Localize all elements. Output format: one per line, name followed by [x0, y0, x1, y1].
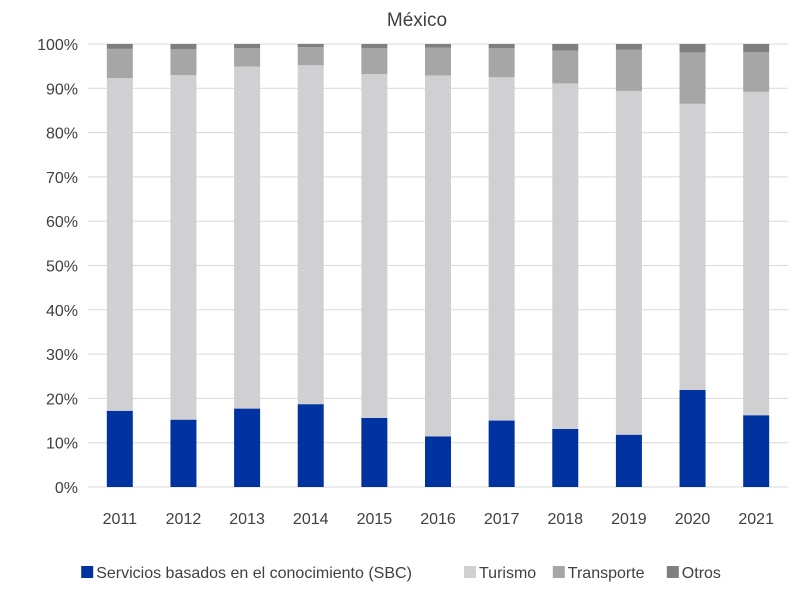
- x-tick-label: 2014: [293, 511, 329, 528]
- legend: Servicios basados en el conocimiento (SB…: [81, 565, 721, 582]
- bar-segment: [488, 44, 515, 48]
- bar-segment: [361, 74, 388, 418]
- bar-segment: [552, 428, 579, 487]
- x-tick-label: 2011: [103, 511, 138, 528]
- bar-segment: [615, 49, 642, 91]
- x-tick-label: 2019: [611, 511, 647, 528]
- bar-segment: [234, 44, 261, 48]
- y-tick-label: 0%: [55, 480, 78, 497]
- bar-segment: [552, 83, 579, 429]
- bar-segment: [743, 91, 770, 416]
- y-tick-label: 10%: [46, 436, 78, 453]
- y-axis: 0% 10% 20% 30% 40% 50% 60% 70% 80% 90% 100%: [37, 37, 78, 497]
- bar-segment: [234, 66, 261, 409]
- chart-title: México: [387, 10, 447, 31]
- bar-segment: [679, 44, 706, 53]
- y-tick-label: 100%: [37, 37, 78, 54]
- legend-swatch: [464, 566, 476, 578]
- bar-segment: [743, 44, 770, 52]
- bar-segment: [425, 47, 451, 76]
- bar-segment: [170, 49, 197, 76]
- x-tick-label: 2013: [229, 511, 265, 528]
- bar-segment: [425, 75, 451, 437]
- bar-segment: [297, 47, 324, 66]
- bar-segment: [106, 78, 133, 411]
- bar-segment: [425, 44, 451, 48]
- bar-segment: [552, 44, 579, 51]
- bar-segment: [361, 44, 388, 48]
- bar-segment: [297, 44, 324, 48]
- bar-segment: [679, 103, 706, 390]
- legend-swatch: [81, 566, 94, 578]
- bar-segment: [361, 47, 388, 75]
- y-tick-label: 90%: [46, 81, 78, 98]
- bar-segment: [234, 47, 261, 67]
- bar-segment: [170, 419, 197, 487]
- bars: [106, 44, 770, 487]
- y-tick-label: 60%: [46, 214, 78, 231]
- bar-segment: [488, 47, 515, 78]
- x-tick-label: 2018: [547, 511, 583, 528]
- bar-segment: [679, 52, 706, 104]
- x-tick-label: 2021: [738, 511, 774, 528]
- bar-segment: [615, 434, 642, 487]
- bar-segment: [488, 77, 515, 421]
- x-tick-label: 2020: [675, 511, 711, 528]
- x-tick-label: 2012: [166, 511, 202, 528]
- x-tick-label: 2016: [420, 511, 456, 528]
- legend-swatch: [552, 566, 565, 578]
- legend-label: Transporte: [568, 565, 645, 582]
- y-tick-label: 80%: [46, 126, 78, 143]
- legend-label: Turismo: [479, 565, 536, 582]
- legend-label: Otros: [682, 565, 721, 582]
- bar-segment: [297, 65, 324, 405]
- bar-segment: [106, 44, 133, 49]
- bar-segment: [615, 44, 642, 50]
- bar-segment: [679, 389, 706, 487]
- y-tick-label: 50%: [46, 259, 78, 276]
- y-tick-label: 30%: [46, 347, 78, 364]
- legend-label: Servicios basados en el conocimiento (SB…: [96, 565, 412, 582]
- bar-segment: [552, 50, 579, 84]
- bar-segment: [170, 44, 197, 50]
- x-tick-label: 2015: [357, 511, 393, 528]
- x-axis: 2011 2012 2013 2014 2015 2016 2017 2018 2019 2020…: [103, 511, 774, 528]
- bar-segment: [743, 51, 770, 92]
- bar-segment: [743, 415, 770, 487]
- bar-segment: [361, 417, 388, 487]
- bar-segment: [106, 410, 133, 487]
- bar-segment: [425, 436, 451, 487]
- y-tick-label: 40%: [46, 303, 78, 320]
- bar-segment: [488, 420, 515, 487]
- y-tick-label: 70%: [46, 170, 78, 187]
- bar-segment: [106, 48, 133, 79]
- y-tick-label: 20%: [46, 391, 78, 408]
- bar-segment: [234, 408, 261, 487]
- x-tick-label: 2017: [484, 511, 520, 528]
- bar-segment: [297, 404, 324, 487]
- bar-segment: [615, 90, 642, 435]
- legend-swatch: [666, 566, 679, 578]
- bar-segment: [170, 75, 197, 420]
